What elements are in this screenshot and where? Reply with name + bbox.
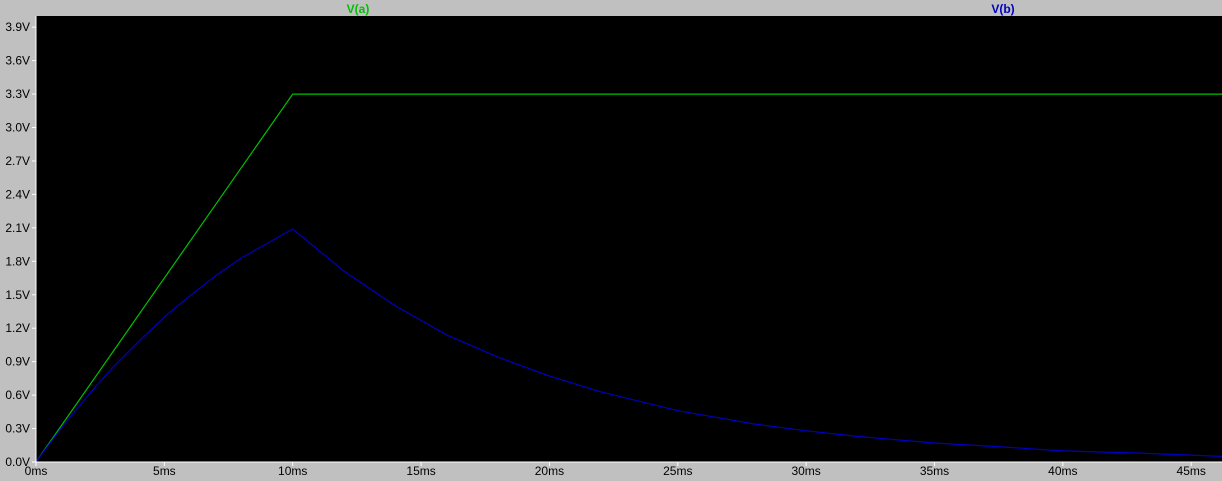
y-axis: 0.0V 0.3V 0.6V 0.9V 1.2V 1.5V 1.8V 2.1V 2.4V 2.7V…: [5, 20, 36, 469]
y-tick-label: 2.4V: [5, 187, 30, 201]
y-tick-label: 3.9V: [5, 20, 30, 34]
plot-area[interactable]: [36, 16, 1222, 462]
x-tick-label: 45ms: [1177, 464, 1206, 478]
y-tick-label: 3.6V: [5, 54, 30, 68]
series-line-va[interactable]: [35, 93, 1222, 463]
x-tick-label: 40ms: [1048, 464, 1077, 478]
y-tick-label: 0.9V: [5, 355, 30, 369]
legend-label-vb[interactable]: V(b): [991, 2, 1014, 16]
x-tick-label: 35ms: [920, 464, 949, 478]
x-axis: 0ms 5ms 10ms 15ms 20ms 25ms 30ms 35ms 40ms 45ms: [25, 462, 1206, 478]
y-tick-label: 1.5V: [5, 288, 30, 302]
series-line-vb[interactable]: [35, 228, 1222, 463]
y-tick-label: 2.7V: [5, 154, 30, 168]
x-tick-label: 30ms: [791, 464, 820, 478]
x-tick-label: 20ms: [535, 464, 564, 478]
x-tick-label: 0ms: [25, 464, 48, 478]
legend-label-va[interactable]: V(a): [347, 2, 370, 16]
x-tick-label: 5ms: [153, 464, 176, 478]
y-tick-label: 0.3V: [5, 422, 30, 436]
x-tick-label: 25ms: [663, 464, 692, 478]
y-tick-label: 1.8V: [5, 254, 30, 268]
legend: V(a) V(b): [347, 2, 1015, 16]
y-tick-label: 1.2V: [5, 321, 30, 335]
y-tick-label: 2.1V: [5, 221, 30, 235]
y-tick-label: 3.0V: [5, 121, 30, 135]
series-layer: [35, 93, 1222, 463]
y-tick-label: 0.0V: [5, 455, 30, 469]
x-tick-label: 15ms: [406, 464, 435, 478]
y-tick-label: 3.3V: [5, 87, 30, 101]
x-tick-label: 10ms: [278, 464, 307, 478]
y-tick-label: 0.6V: [5, 388, 30, 402]
